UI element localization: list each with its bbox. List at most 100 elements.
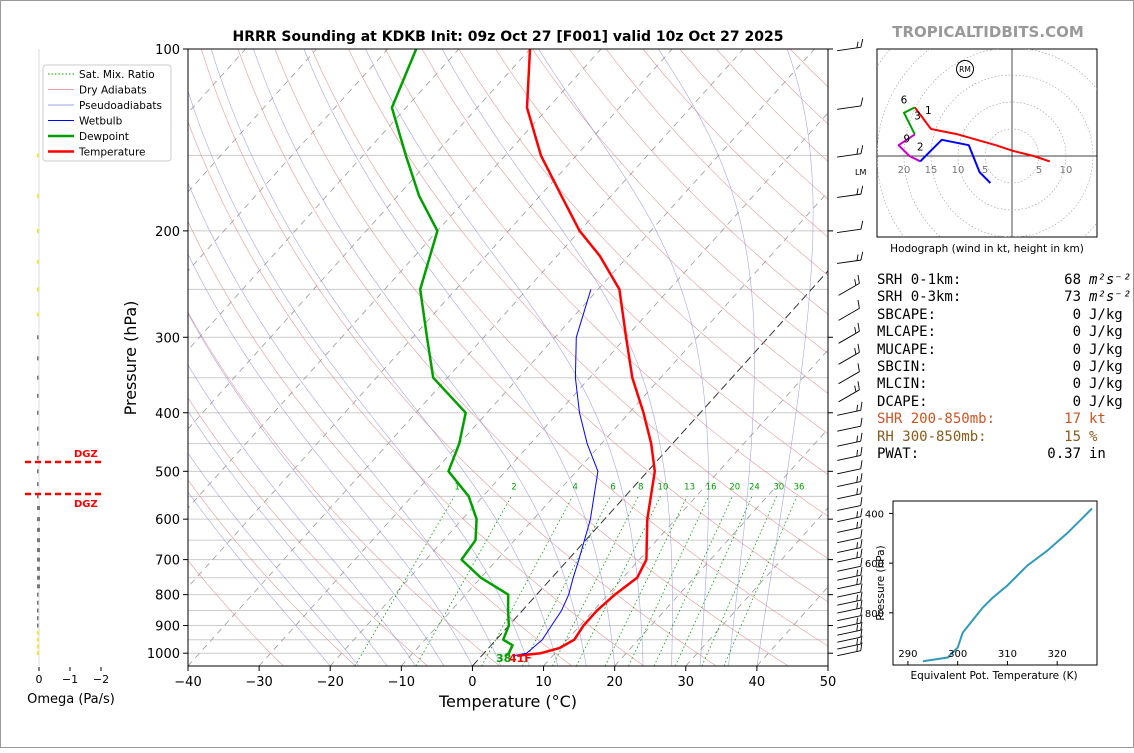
wind-barb <box>837 592 863 605</box>
wind-barb <box>837 433 863 446</box>
hodo-tick-label: 10 <box>952 165 965 176</box>
wind-barb <box>839 275 862 295</box>
param-unit: J/kg <box>1089 342 1123 359</box>
param-unit: m²s⁻² <box>1089 289 1131 306</box>
wind-barb <box>839 323 862 343</box>
param-unit: % <box>1089 429 1097 446</box>
temperature-tick-label: 30 <box>678 675 695 690</box>
omega-tick-1: −1 <box>62 673 78 686</box>
param-label: SRH 0-3km: <box>877 289 1001 306</box>
omega-bar <box>37 287 39 291</box>
pressure-tick-label: 1000 <box>147 647 180 662</box>
wind-barb <box>837 402 863 415</box>
param-value: 15 <box>1001 429 1081 446</box>
wind-barb <box>837 460 863 473</box>
param-label: PWAT: <box>877 446 1001 463</box>
chart-title: HRRR Sounding at KDKB Init: 09z Oct 27 [… <box>232 29 783 45</box>
omega-bar <box>37 584 40 588</box>
isotherm <box>117 49 672 666</box>
legend-label: Temperature <box>78 147 146 159</box>
omega-bar <box>37 376 39 380</box>
dry-adiabat <box>128 49 572 666</box>
param-label: SRH 0-1km: <box>877 272 1001 289</box>
pressure-tick-label: 500 <box>155 465 180 480</box>
pressure-tick-label: 100 <box>155 43 180 58</box>
param-value: 68 <box>1001 272 1081 289</box>
omega-bar <box>37 517 40 521</box>
param-value: 0 <box>1001 376 1081 393</box>
mixing-ratio-label: 20 <box>729 483 740 493</box>
hodo-tick-label: 5 <box>1036 165 1042 176</box>
pseudoadiabat <box>211 49 558 666</box>
pressure-tick-label: 200 <box>155 225 180 240</box>
omega-bar <box>37 442 39 446</box>
omega-bar <box>37 153 39 157</box>
mixing-ratio-label: 4 <box>573 483 578 493</box>
wind-barb <box>837 39 864 51</box>
hodo-height-label: 1 <box>925 105 932 117</box>
omega-bar <box>37 651 39 655</box>
hodo-tick-label: 10 <box>1060 165 1073 176</box>
param-unit: J/kg <box>1089 359 1123 376</box>
omega-bar <box>37 576 40 580</box>
param-unit: m²s⁻² <box>1089 272 1131 289</box>
wind-barb <box>837 549 863 562</box>
param-value: 0 <box>1001 324 1081 341</box>
temperature-tick-label: −40 <box>174 675 201 690</box>
omega-bar <box>37 194 39 198</box>
mixing-ratio-label: 30 <box>773 483 784 493</box>
param-row: SRH 0-1km:68 m²s⁻² <box>877 272 1131 289</box>
omega-bar <box>37 335 39 339</box>
hodo-tick-label: 15 <box>925 165 938 176</box>
dewpoint-profile <box>392 49 513 656</box>
wind-barb <box>837 607 863 620</box>
mixing-ratio-line <box>628 496 708 666</box>
temperature-tick-label: 0 <box>468 675 476 690</box>
wind-barb <box>837 418 863 431</box>
wind-barb <box>837 497 863 510</box>
pressure-tick-label: 700 <box>155 554 180 569</box>
param-value: 17 <box>1001 411 1081 428</box>
surface-temperature-label: 41F <box>509 652 532 665</box>
watermark: TROPICALTIDBITS.COM <box>892 23 1084 41</box>
wind-barb <box>837 539 863 552</box>
pressure-tick-label: 400 <box>155 407 180 422</box>
dry-adiabat <box>275 49 861 666</box>
hodo-height-label: 2 <box>917 141 924 153</box>
wind-barb <box>837 447 863 460</box>
omega-bar <box>37 229 39 233</box>
legend-label: Dewpoint <box>79 131 129 143</box>
omega-bar <box>37 631 39 635</box>
mixing-ratio-label: 36 <box>794 483 805 493</box>
wind-barb <box>837 473 863 486</box>
wind-barb <box>837 600 863 613</box>
theta-e-xtick: 290 <box>898 649 917 660</box>
dry-adiabat <box>238 49 788 666</box>
param-label: MLCIN: <box>877 376 1001 393</box>
pressure-tick-label: 800 <box>155 589 180 604</box>
wind-barb <box>837 508 863 521</box>
param-value: 0 <box>1001 307 1081 324</box>
wind-barb <box>839 381 862 401</box>
temperature-tick-label: 20 <box>606 675 623 690</box>
pressure-tick-label: 900 <box>155 620 180 635</box>
dgz-top-label: DGZ <box>74 449 98 460</box>
skewt-profiles <box>392 49 655 656</box>
lm-label: LM <box>855 168 866 177</box>
pseudoadiabat <box>658 49 754 666</box>
mixing-ratio-label: 24 <box>749 483 760 493</box>
legend-label: Dry Adiabats <box>79 85 147 97</box>
wind-barb <box>837 252 864 264</box>
omega-bar <box>37 469 39 473</box>
omega-bar <box>37 538 40 542</box>
mixing-ratio-line <box>724 496 797 666</box>
param-value: 0.37 <box>1001 446 1081 463</box>
pseudoadiabat <box>366 49 643 666</box>
